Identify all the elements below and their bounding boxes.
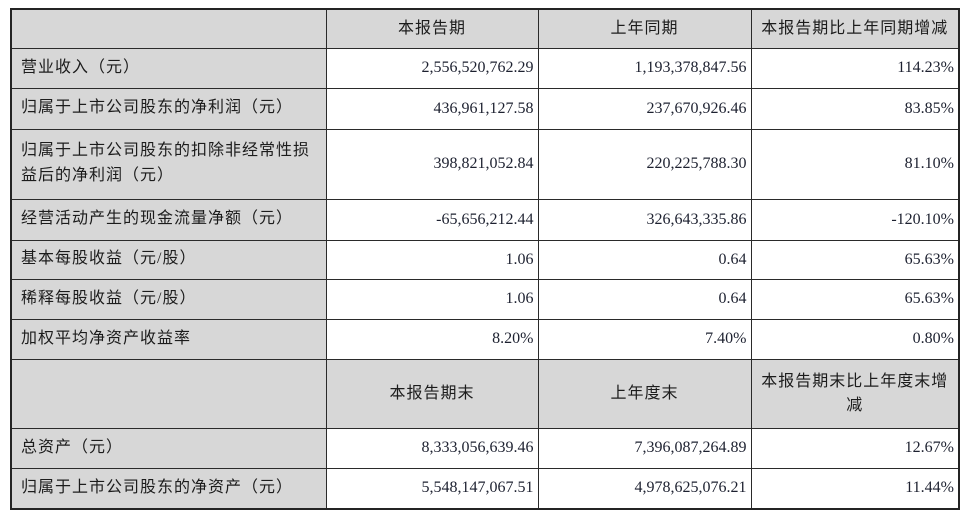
table-row-net-assets: 归属于上市公司股东的净资产（元） 5,548,147,067.51 4,978,… — [10, 467, 960, 510]
current-period-value: 5,548,147,067.51 — [325, 467, 539, 510]
prior-period-value: 326,643,335.86 — [537, 198, 752, 241]
header-current-period: 本报告期 — [325, 8, 539, 49]
table-row-revenue: 营业收入（元） 2,556,520,762.29 1,193,378,847.5… — [10, 47, 960, 89]
header-change: 本报告期比上年同期增减 — [750, 8, 960, 49]
current-period-value: -65,656,212.44 — [325, 198, 539, 241]
current-period-value: 436,961,127.58 — [325, 87, 539, 130]
current-period-value: 398,821,052.84 — [325, 128, 539, 200]
financial-summary-table: 本报告期 上年同期 本报告期比上年同期增减 营业收入（元） 2,556,520,… — [10, 8, 960, 510]
header-prior-period: 上年同期 — [537, 8, 752, 49]
row-label: 总资产（元） — [10, 427, 327, 469]
row-label: 稀释每股收益（元/股） — [10, 278, 327, 320]
current-period-value: 2,556,520,762.29 — [325, 47, 539, 89]
prior-period-value: 7.40% — [537, 318, 752, 360]
row-label: 营业收入（元） — [10, 47, 327, 89]
prior-period-value: 0.64 — [537, 278, 752, 320]
table-row-diluted-eps: 稀释每股收益（元/股） 1.06 0.64 65.63% — [10, 278, 960, 320]
change-value: 81.10% — [750, 128, 960, 200]
row-label: 归属于上市公司股东的扣除非经常性损益后的净利润（元） — [10, 128, 327, 200]
current-period-value: 1.06 — [325, 278, 539, 320]
change-value: 11.44% — [750, 467, 960, 510]
table-row-basic-eps: 基本每股收益（元/股） 1.06 0.64 65.63% — [10, 239, 960, 280]
row-label: 基本每股收益（元/股） — [10, 239, 327, 280]
change-value: 65.63% — [750, 239, 960, 280]
row-label: 经营活动产生的现金流量净额（元） — [10, 198, 327, 241]
current-period-value: 1.06 — [325, 239, 539, 280]
corner-cell — [10, 8, 327, 49]
current-period-value: 8.20% — [325, 318, 539, 360]
prior-period-value: 4,978,625,076.21 — [537, 467, 752, 510]
corner-cell — [10, 358, 327, 429]
prior-period-value: 220,225,788.30 — [537, 128, 752, 200]
header-period-end-change: 本报告期末比上年度末增减 — [750, 358, 960, 429]
period-end-header-row: 本报告期末 上年度末 本报告期末比上年度末增减 — [10, 358, 960, 429]
change-value: -120.10% — [750, 198, 960, 241]
prior-period-value: 1,193,378,847.56 — [537, 47, 752, 89]
change-value: 0.80% — [750, 318, 960, 360]
prior-period-value: 7,396,087,264.89 — [537, 427, 752, 469]
table-row-weighted-avg-roe: 加权平均净资产收益率 8.20% 7.40% 0.80% — [10, 318, 960, 360]
table-row-total-assets: 总资产（元） 8,333,056,639.46 7,396,087,264.89… — [10, 427, 960, 469]
period-header-row: 本报告期 上年同期 本报告期比上年同期增减 — [10, 8, 960, 49]
row-label: 加权平均净资产收益率 — [10, 318, 327, 360]
change-value: 83.85% — [750, 87, 960, 130]
table-row-net-profit: 归属于上市公司股东的净利润（元） 436,961,127.58 237,670,… — [10, 87, 960, 130]
row-label: 归属于上市公司股东的净利润（元） — [10, 87, 327, 130]
table-row-operating-cash-flow: 经营活动产生的现金流量净额（元） -65,656,212.44 326,643,… — [10, 198, 960, 241]
current-period-value: 8,333,056,639.46 — [325, 427, 539, 469]
change-value: 114.23% — [750, 47, 960, 89]
row-label: 归属于上市公司股东的净资产（元） — [10, 467, 327, 510]
change-value: 12.67% — [750, 427, 960, 469]
prior-period-value: 237,670,926.46 — [537, 87, 752, 130]
change-value: 65.63% — [750, 278, 960, 320]
header-current-period-end: 本报告期末 — [325, 358, 539, 429]
header-prior-year-end: 上年度末 — [537, 358, 752, 429]
prior-period-value: 0.64 — [537, 239, 752, 280]
table-row-net-profit-excl-nonrecurring: 归属于上市公司股东的扣除非经常性损益后的净利润（元） 398,821,052.8… — [10, 128, 960, 200]
